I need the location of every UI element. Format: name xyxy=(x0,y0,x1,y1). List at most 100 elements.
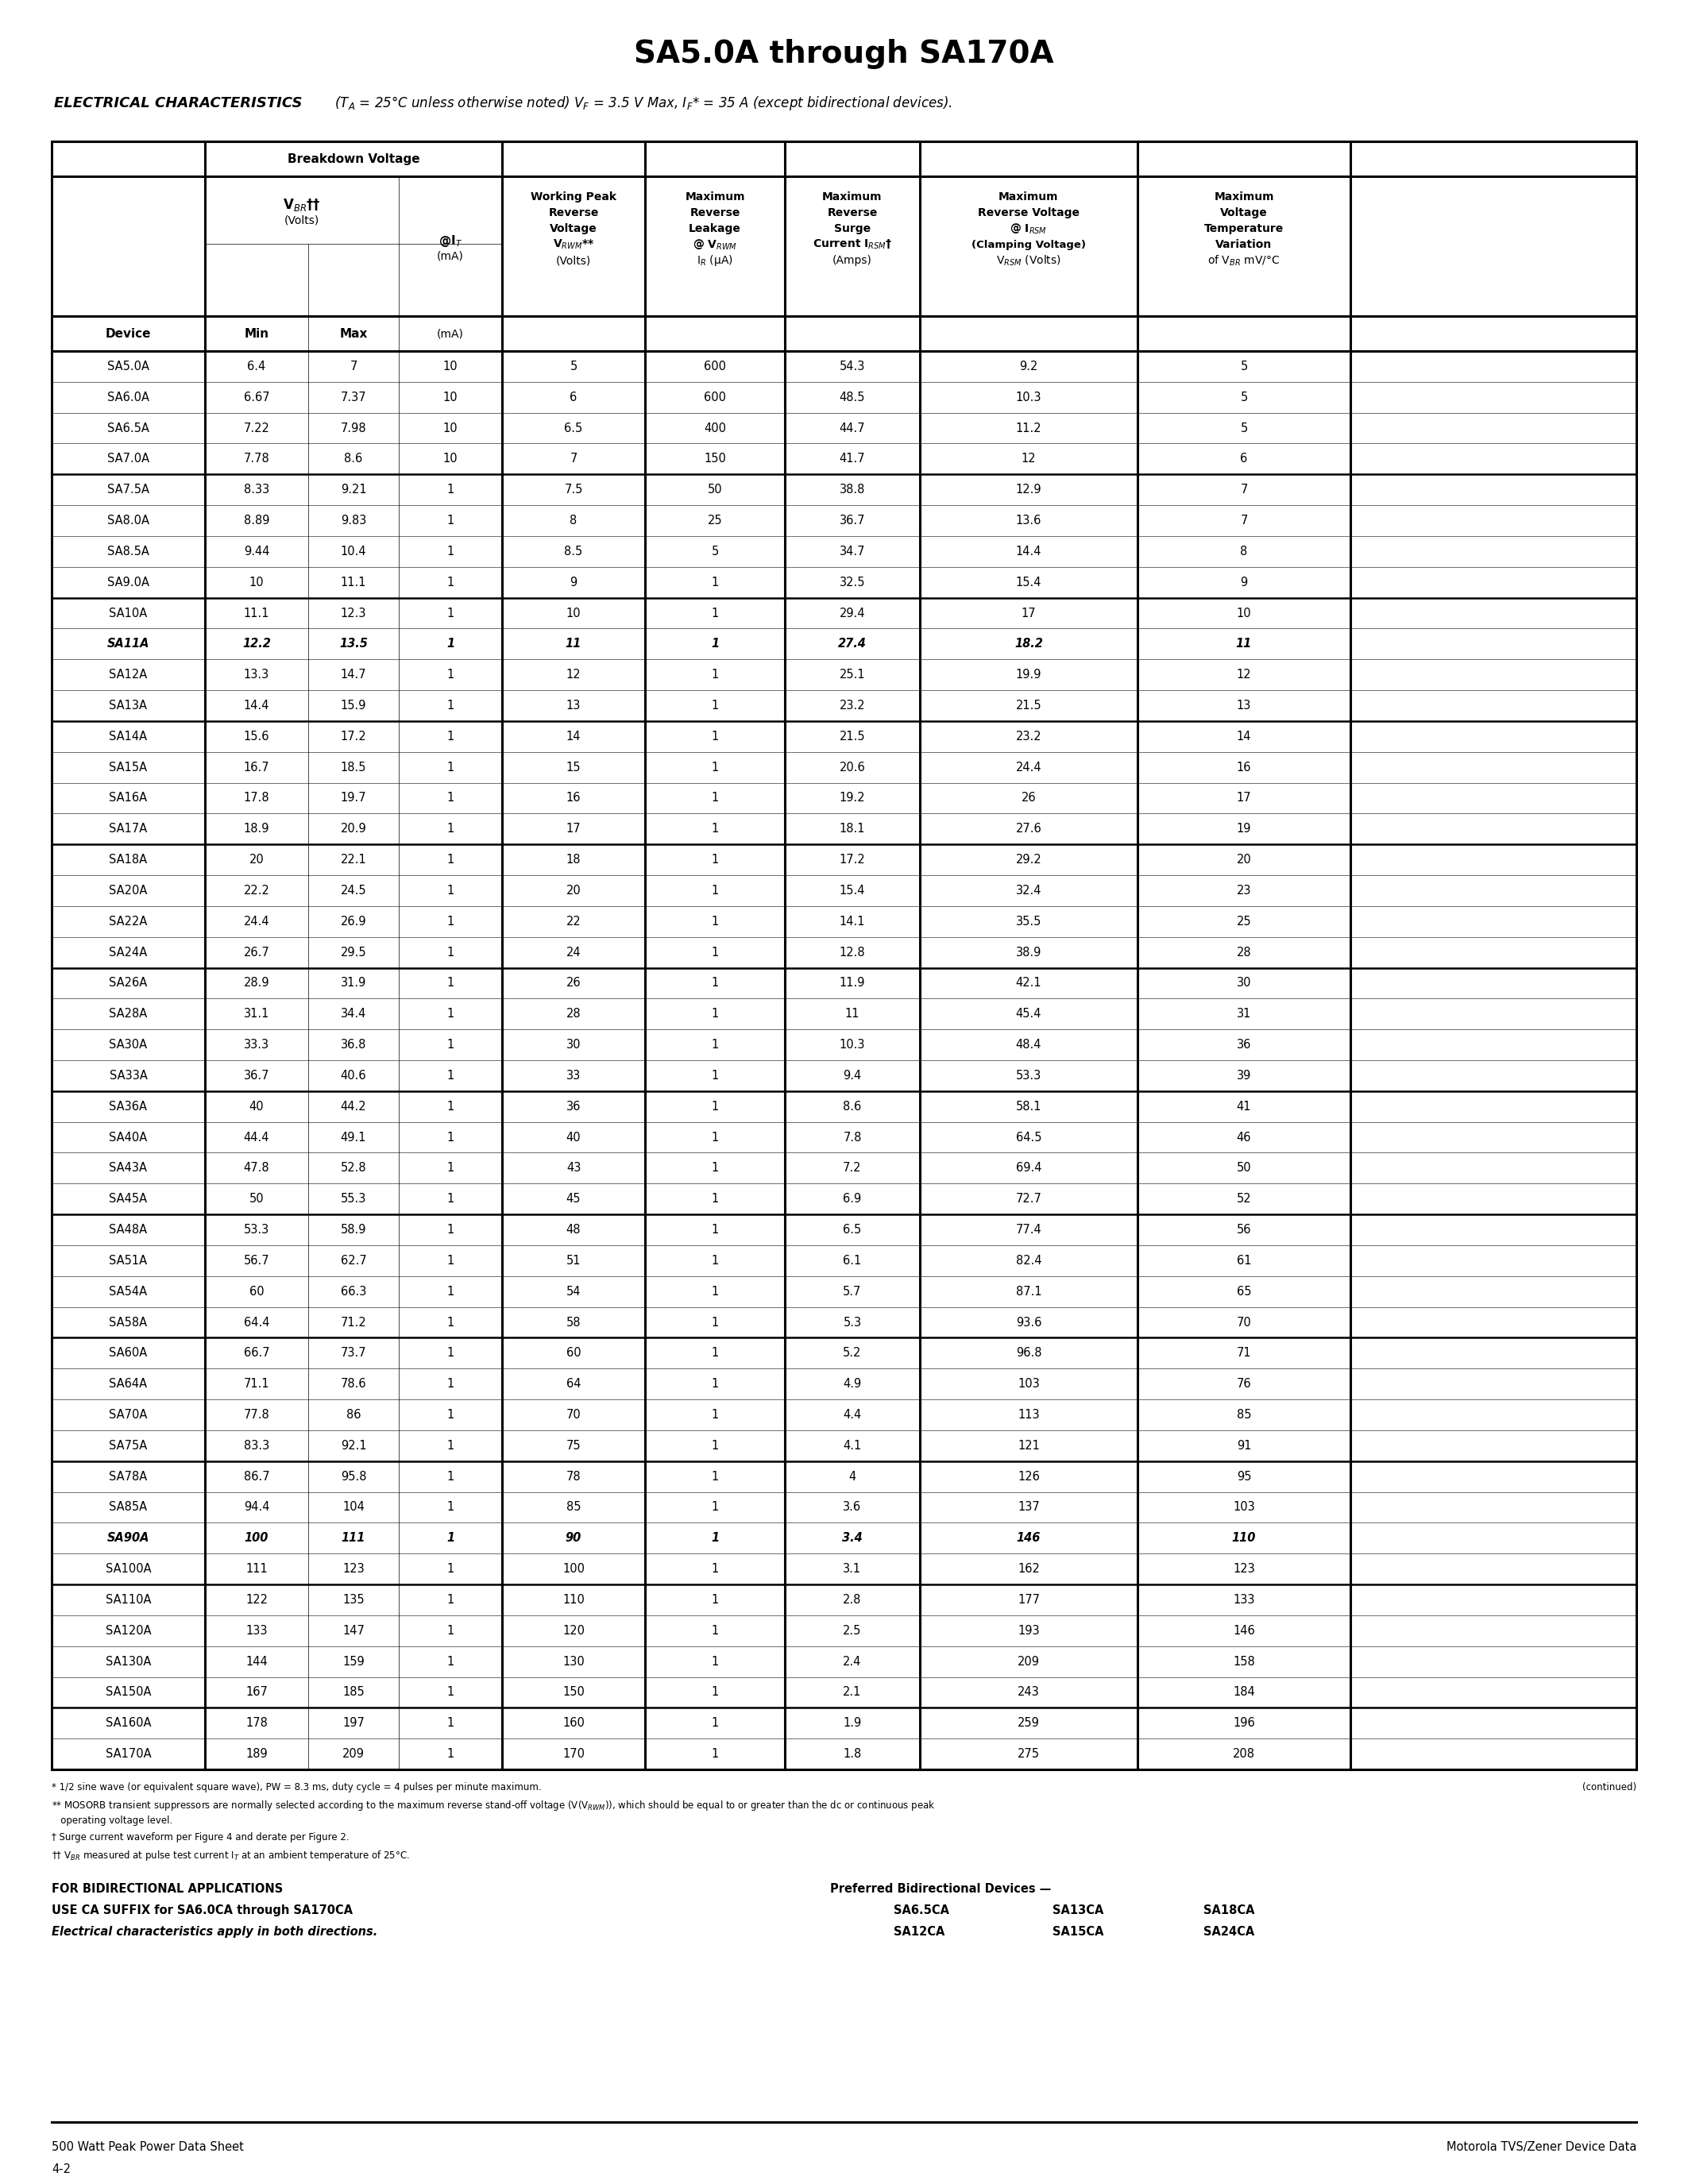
Text: 32.4: 32.4 xyxy=(1016,885,1041,898)
Text: SA100A: SA100A xyxy=(105,1564,152,1575)
Text: 100: 100 xyxy=(562,1564,584,1575)
Text: 123: 123 xyxy=(1232,1564,1254,1575)
Text: 85: 85 xyxy=(565,1500,581,1514)
Text: 4-2: 4-2 xyxy=(52,2164,71,2175)
Text: Reverse Voltage: Reverse Voltage xyxy=(977,207,1080,218)
Text: 36: 36 xyxy=(565,1101,581,1112)
Text: 62.7: 62.7 xyxy=(341,1254,366,1267)
Text: 56: 56 xyxy=(1237,1223,1251,1236)
Text: 167: 167 xyxy=(245,1686,268,1699)
Text: I$_R$ (μA): I$_R$ (μA) xyxy=(697,253,733,269)
Text: 1: 1 xyxy=(447,699,454,712)
Text: SA9.0A: SA9.0A xyxy=(108,577,149,587)
Text: 6: 6 xyxy=(571,391,577,404)
Text: 7.37: 7.37 xyxy=(341,391,366,404)
Text: Surge: Surge xyxy=(834,223,871,234)
Text: 1: 1 xyxy=(447,1686,454,1699)
Text: 10: 10 xyxy=(250,577,263,587)
Text: SA17A: SA17A xyxy=(110,823,147,834)
Text: SA45A: SA45A xyxy=(110,1192,147,1206)
Text: 7.98: 7.98 xyxy=(341,422,366,435)
Text: Temperature: Temperature xyxy=(1204,223,1285,234)
Text: 39: 39 xyxy=(1237,1070,1251,1081)
Text: 53.3: 53.3 xyxy=(1016,1070,1041,1081)
Text: SA64A: SA64A xyxy=(110,1378,147,1389)
Text: 9.44: 9.44 xyxy=(243,546,270,557)
Text: 51: 51 xyxy=(565,1254,581,1267)
Text: 1: 1 xyxy=(447,1439,454,1452)
Text: SA13CA: SA13CA xyxy=(1053,1904,1104,1915)
Text: †† V$_{BR}$ measured at pulse test current I$_T$ at an ambient temperature of 25: †† V$_{BR}$ measured at pulse test curre… xyxy=(52,1850,410,1863)
Text: (mA): (mA) xyxy=(437,328,464,339)
Text: 1: 1 xyxy=(711,1040,719,1051)
Text: 8.5: 8.5 xyxy=(564,546,582,557)
Text: Variation: Variation xyxy=(1215,238,1273,251)
Text: V$_{RSM}$ (Volts): V$_{RSM}$ (Volts) xyxy=(996,253,1062,266)
Text: 9.83: 9.83 xyxy=(341,515,366,526)
Text: 17: 17 xyxy=(1021,607,1036,618)
Text: 30: 30 xyxy=(565,1040,581,1051)
Text: 1: 1 xyxy=(447,1131,454,1142)
Text: 10: 10 xyxy=(442,422,457,435)
Text: 2.4: 2.4 xyxy=(842,1655,861,1666)
Text: Device: Device xyxy=(105,328,152,339)
Text: 66.7: 66.7 xyxy=(243,1348,270,1358)
Text: 123: 123 xyxy=(343,1564,365,1575)
Text: 48: 48 xyxy=(565,1223,581,1236)
Text: 7: 7 xyxy=(349,360,358,373)
Text: 500 Watt Peak Power Data Sheet: 500 Watt Peak Power Data Sheet xyxy=(52,2140,243,2153)
Text: 8.33: 8.33 xyxy=(243,485,270,496)
Text: 50: 50 xyxy=(1237,1162,1251,1175)
Text: SA10A: SA10A xyxy=(110,607,147,618)
Text: 19.7: 19.7 xyxy=(341,793,366,804)
Text: 7.2: 7.2 xyxy=(842,1162,861,1175)
Text: 44.7: 44.7 xyxy=(839,422,866,435)
Text: 76: 76 xyxy=(1237,1378,1251,1389)
Text: 77.4: 77.4 xyxy=(1016,1223,1041,1236)
Text: 12.8: 12.8 xyxy=(839,946,866,959)
Text: SA170A: SA170A xyxy=(105,1747,152,1760)
Text: 12: 12 xyxy=(1021,452,1036,465)
Text: SA58A: SA58A xyxy=(110,1317,147,1328)
Text: 158: 158 xyxy=(1232,1655,1254,1666)
Text: 36.8: 36.8 xyxy=(341,1040,366,1051)
Text: 17.2: 17.2 xyxy=(341,729,366,743)
Text: 16: 16 xyxy=(565,793,581,804)
Text: 41.7: 41.7 xyxy=(839,452,866,465)
Text: 1: 1 xyxy=(447,1717,454,1730)
Text: 33.3: 33.3 xyxy=(243,1040,270,1051)
Text: 5.2: 5.2 xyxy=(842,1348,861,1358)
Text: 64.5: 64.5 xyxy=(1016,1131,1041,1142)
Text: 400: 400 xyxy=(704,422,726,435)
Text: 75: 75 xyxy=(565,1439,581,1452)
Text: 34.7: 34.7 xyxy=(839,546,866,557)
Text: SA160A: SA160A xyxy=(105,1717,152,1730)
Text: 14.4: 14.4 xyxy=(243,699,270,712)
Text: 160: 160 xyxy=(562,1717,584,1730)
Text: SA5.0A through SA170A: SA5.0A through SA170A xyxy=(635,39,1053,70)
Text: 6.5: 6.5 xyxy=(842,1223,861,1236)
Text: 19.9: 19.9 xyxy=(1016,668,1041,681)
Text: 18.2: 18.2 xyxy=(1014,638,1043,651)
Text: 110: 110 xyxy=(1232,1533,1256,1544)
Text: 10.3: 10.3 xyxy=(839,1040,866,1051)
Text: * 1/2 sine wave (or equivalent square wave), PW = 8.3 ms, duty cycle = 4 pulses : * 1/2 sine wave (or equivalent square wa… xyxy=(52,1782,542,1793)
Text: SA90A: SA90A xyxy=(106,1533,150,1544)
Text: 4: 4 xyxy=(849,1470,856,1483)
Text: 7.8: 7.8 xyxy=(842,1131,861,1142)
Text: Breakdown Voltage: Breakdown Voltage xyxy=(287,153,420,164)
Text: SA22A: SA22A xyxy=(110,915,147,928)
Text: 31.9: 31.9 xyxy=(341,976,366,989)
Text: Maximum: Maximum xyxy=(822,192,883,203)
Text: 1: 1 xyxy=(711,793,719,804)
Text: 60: 60 xyxy=(250,1286,263,1297)
Text: 19.2: 19.2 xyxy=(839,793,866,804)
Text: 12.2: 12.2 xyxy=(243,638,270,651)
Text: SA18A: SA18A xyxy=(110,854,147,865)
Text: 146: 146 xyxy=(1232,1625,1254,1636)
Text: 25: 25 xyxy=(707,515,722,526)
Text: 53.3: 53.3 xyxy=(243,1223,270,1236)
Text: 14.7: 14.7 xyxy=(341,668,366,681)
Text: @ V$_{RWM}$: @ V$_{RWM}$ xyxy=(692,238,738,251)
Text: SA6.5A: SA6.5A xyxy=(108,422,149,435)
